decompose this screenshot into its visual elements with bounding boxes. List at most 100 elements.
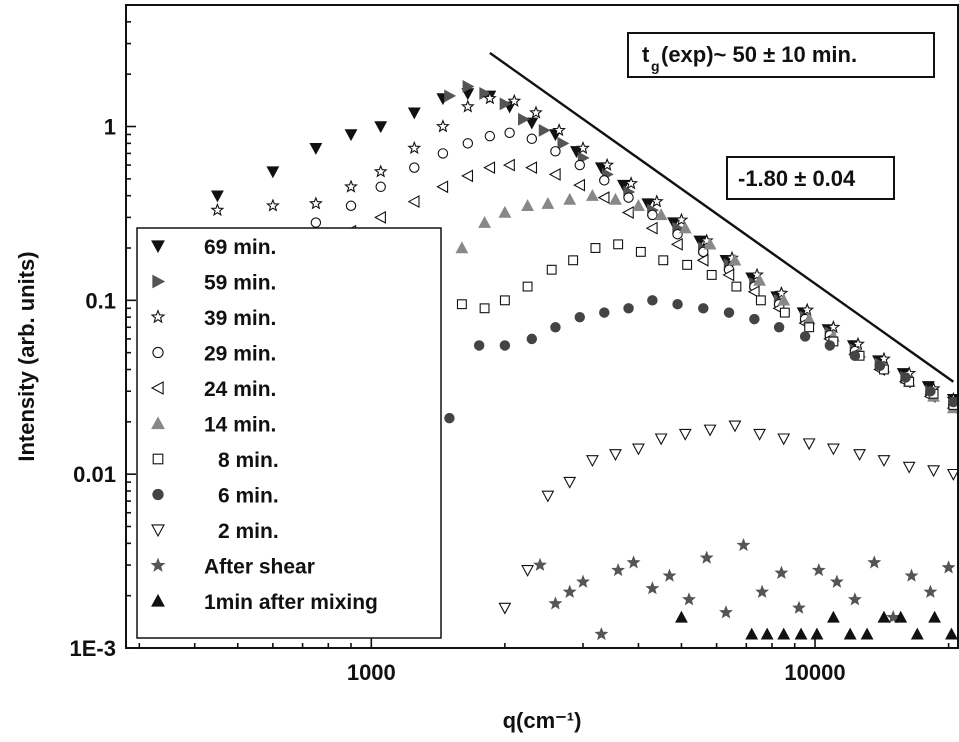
series-8 [498, 420, 958, 615]
data-point [794, 627, 808, 640]
data-point [654, 208, 668, 221]
data-point [407, 107, 421, 120]
data-point [722, 268, 735, 282]
tg-annotation-sub: g [651, 58, 660, 74]
data-point [641, 198, 655, 211]
data-point [662, 568, 677, 582]
data-point [373, 164, 388, 178]
data-point [538, 123, 551, 137]
tg-annotation-box [627, 32, 935, 78]
data-point [529, 105, 543, 119]
axes: 1000 10000 1E-3 0.01 0.1 1 q(cm⁻¹) Intensity (a… [14, 4, 959, 733]
data-point [777, 293, 791, 306]
data-point [811, 562, 826, 577]
data-point [626, 555, 641, 569]
data-point [502, 158, 515, 172]
data-point [617, 179, 630, 192]
data-point [760, 627, 774, 640]
data-point [678, 428, 692, 441]
data-point [599, 175, 610, 186]
data-point [574, 159, 586, 171]
data-point [548, 168, 561, 181]
data-point [703, 424, 717, 437]
data-point [753, 273, 767, 286]
data-point [585, 189, 599, 201]
data-point [576, 140, 590, 155]
data-point [777, 433, 791, 446]
data-point [568, 255, 579, 266]
data-point [745, 627, 759, 640]
data-point [624, 176, 639, 190]
data-point [455, 241, 469, 254]
data-point [645, 581, 660, 595]
data-point [753, 428, 767, 441]
data-point [574, 311, 586, 323]
data-point [507, 93, 522, 108]
data-point [611, 562, 626, 577]
data-point [478, 215, 491, 228]
data-point [728, 420, 742, 433]
data-point [928, 610, 942, 623]
data-point [597, 191, 610, 205]
legend-label: 14 min. [204, 414, 276, 437]
data-point [504, 127, 515, 139]
data-point [599, 307, 610, 318]
data-point [774, 565, 789, 579]
data-point [682, 592, 696, 606]
y-tick-label: 1E-3 [70, 636, 116, 661]
x-tick-label: 1000 [347, 660, 396, 685]
data-point [674, 212, 689, 226]
data-point [847, 592, 862, 606]
x-axis-title: q(cm⁻¹) [503, 708, 582, 733]
slope-annotation-text: -1.80 ± 0.04 [738, 166, 856, 191]
power-law-fit-line [489, 51, 955, 383]
legend-marker [151, 416, 165, 430]
legend-label: After shear [204, 556, 315, 579]
data-point [698, 303, 709, 314]
data-point [706, 269, 717, 280]
data-point [436, 180, 449, 194]
data-point [484, 130, 496, 142]
data-point [462, 138, 474, 149]
legend-marker [152, 346, 164, 359]
data-point [623, 303, 634, 314]
data-point [874, 360, 886, 372]
data-point [550, 322, 561, 333]
tg-annotation-t: t [642, 42, 650, 67]
data-point [309, 142, 323, 155]
data-point [562, 584, 577, 598]
data-point [600, 157, 615, 171]
legend-label: 69 min. [204, 236, 276, 259]
y-tick-label: 0.01 [73, 462, 116, 487]
data-point [345, 200, 357, 211]
data-point [675, 610, 688, 623]
data-point [557, 136, 570, 150]
data-point [563, 476, 577, 489]
data-point [473, 340, 485, 351]
data-point [670, 237, 683, 251]
data-point [374, 210, 386, 224]
data-point [945, 627, 958, 640]
data-point [925, 386, 936, 397]
data-point [755, 584, 770, 598]
data-point [210, 202, 225, 217]
data-point [460, 99, 475, 113]
legend-marker [151, 593, 165, 607]
data-point [548, 596, 563, 610]
data-point [344, 179, 358, 193]
data-point [804, 322, 815, 333]
data-point [211, 190, 224, 203]
data-point [563, 192, 577, 205]
data-point [860, 627, 874, 640]
data-point [755, 295, 766, 306]
data-point [437, 148, 449, 159]
data-point [521, 199, 534, 211]
data-point [576, 574, 590, 588]
data-point [826, 319, 841, 334]
legend-marker [150, 309, 166, 324]
data-point [479, 303, 490, 314]
data-point [632, 443, 645, 456]
legend-label: 39 min. [204, 307, 276, 330]
legend-label: 59 min. [204, 272, 276, 295]
data-point [853, 449, 866, 462]
